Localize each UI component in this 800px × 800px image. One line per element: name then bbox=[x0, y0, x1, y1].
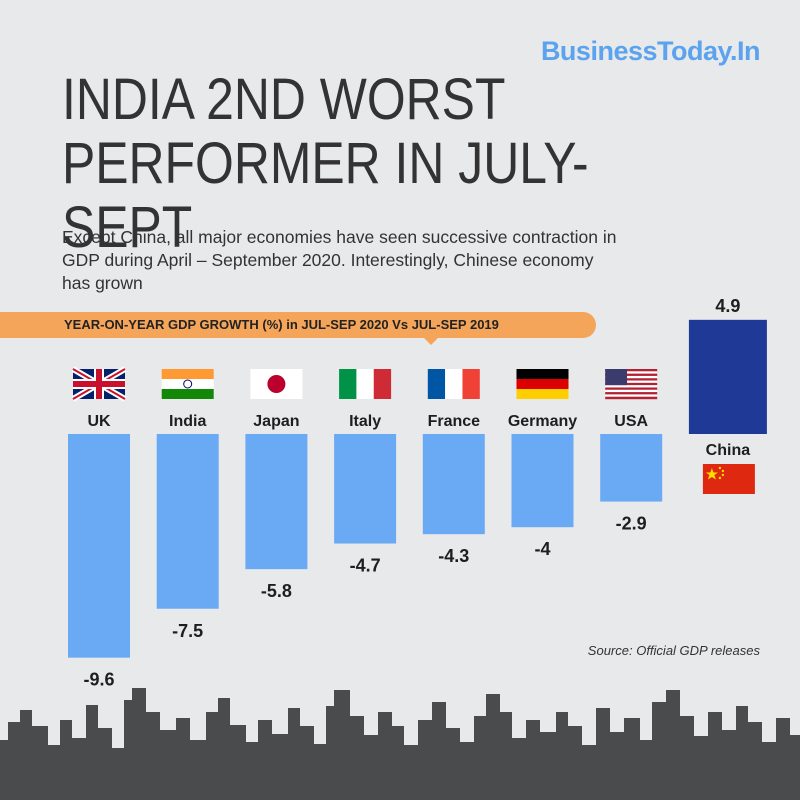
usa-flag-stripe bbox=[605, 382, 658, 386]
bar-uk bbox=[68, 434, 130, 658]
india-flag bbox=[161, 369, 214, 399]
brand-logo: BusinessToday.In bbox=[540, 36, 761, 66]
category-label: Italy bbox=[349, 413, 381, 430]
italy-flag bbox=[339, 369, 392, 399]
china-flag-small-star bbox=[721, 469, 725, 473]
usa-flag-stripe bbox=[605, 389, 658, 393]
uk-flag bbox=[71, 366, 127, 402]
category-label: Japan bbox=[253, 413, 299, 430]
bar-italy bbox=[334, 434, 397, 544]
japan-flag-disc bbox=[267, 375, 286, 393]
france-flag bbox=[427, 369, 480, 399]
bar-china bbox=[688, 319, 767, 434]
japan-flag bbox=[250, 369, 303, 399]
category-label: France bbox=[428, 413, 481, 430]
usa-flag-stripe bbox=[605, 373, 658, 377]
bar-france bbox=[422, 434, 485, 535]
bar-germany bbox=[511, 434, 574, 528]
germany-flag-gold bbox=[516, 389, 569, 399]
usa-flag-stripe bbox=[605, 369, 658, 372]
category-label: Germany bbox=[508, 413, 577, 430]
title-line-1: INDIA 2ND WORST bbox=[62, 67, 506, 132]
germany-flag-black bbox=[516, 369, 569, 379]
value-label: -4 bbox=[534, 539, 550, 559]
usa-flag-stripe bbox=[605, 375, 658, 379]
usa-flag-stripe bbox=[605, 396, 658, 400]
page-title: INDIA 2ND WORST PERFORMER IN JULY-SEPT bbox=[62, 68, 664, 260]
usa-flag-stripe bbox=[605, 385, 658, 388]
category-label: USA bbox=[614, 413, 648, 430]
india-flag-green bbox=[161, 389, 214, 399]
china-flag-small-star bbox=[718, 476, 722, 480]
category-label: India bbox=[169, 413, 206, 430]
china-flag-big-star bbox=[705, 468, 718, 480]
usa-flag-stripe bbox=[605, 371, 658, 374]
usa-flag-stripe bbox=[605, 394, 658, 397]
value-label: -9.6 bbox=[83, 670, 114, 690]
category-label: China bbox=[706, 442, 751, 459]
usa-flag bbox=[605, 369, 658, 400]
italy-flag-green bbox=[339, 369, 357, 399]
china-flag-small-star bbox=[718, 466, 722, 470]
usa-flag-stripe bbox=[605, 392, 658, 395]
subtitle: Except China, all major economies have s… bbox=[62, 227, 617, 293]
usa-flag-stripe bbox=[605, 378, 658, 381]
india-flag-chakra bbox=[183, 379, 193, 389]
usa-flag-stripe bbox=[605, 380, 658, 384]
chart-title-banner: YEAR-ON-YEAR GDP GROWTH (%) in JUL-SEP 2… bbox=[0, 312, 596, 338]
usa-flag-stripe bbox=[605, 387, 658, 390]
italy-flag-white bbox=[356, 369, 374, 399]
bar-japan bbox=[245, 434, 308, 570]
value-label: -4.3 bbox=[438, 546, 469, 566]
usa-flag-canton bbox=[605, 369, 628, 386]
source-note: Source: Official GDP releases bbox=[587, 643, 760, 658]
china-flag-small-star bbox=[721, 473, 725, 477]
title-line-2: PERFORMER IN JULY-SEPT bbox=[62, 131, 589, 260]
chart-title: YEAR-ON-YEAR GDP GROWTH (%) in JUL-SEP 2… bbox=[64, 317, 499, 332]
value-label: 4.9 bbox=[715, 296, 740, 316]
india-flag-white bbox=[161, 379, 214, 389]
value-label: -2.9 bbox=[616, 514, 647, 534]
france-flag-blue bbox=[427, 369, 446, 399]
bar-usa bbox=[600, 434, 663, 502]
germany-flag-red bbox=[516, 379, 569, 389]
india-flag-saffron bbox=[161, 369, 214, 379]
value-label: -4.7 bbox=[350, 556, 381, 576]
france-flag-white bbox=[445, 369, 463, 399]
italy-flag-red bbox=[373, 369, 392, 399]
uk-flag-cross-red-h bbox=[73, 381, 125, 387]
france-flag-red bbox=[462, 369, 480, 399]
china-flag bbox=[702, 464, 755, 494]
banner-pointer bbox=[424, 338, 438, 345]
bar-india bbox=[156, 434, 219, 609]
value-label: -5.8 bbox=[261, 581, 292, 601]
germany-flag bbox=[516, 369, 569, 399]
skyline-silhouette bbox=[0, 688, 800, 800]
category-label: UK bbox=[87, 413, 111, 430]
value-label: -7.5 bbox=[172, 621, 203, 641]
